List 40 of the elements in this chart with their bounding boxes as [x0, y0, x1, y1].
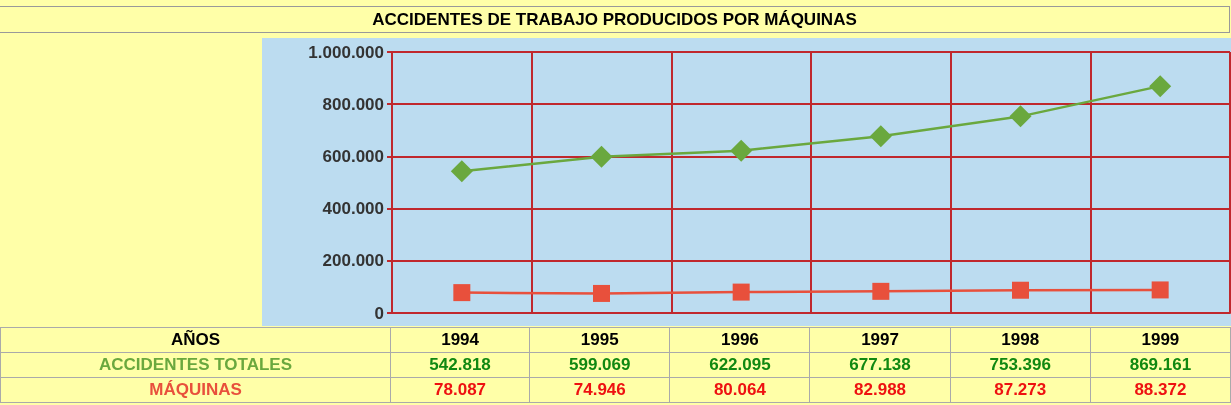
point [872, 282, 890, 300]
y-tick-label: 400.000 [322, 199, 384, 219]
y-tick-label: 1.000.000 [308, 42, 384, 62]
point [1012, 281, 1029, 299]
data-label: 599.069 [529, 352, 670, 378]
point [593, 284, 610, 302]
point [453, 284, 471, 302]
y-tick-label: 800.000 [322, 94, 384, 114]
data-label: 80.064 [669, 377, 810, 403]
text: AÑOS [0, 327, 391, 353]
data-label: 753.396 [950, 352, 1091, 378]
data-label: 74.946 [529, 377, 670, 403]
x-tick-label: 1994 [390, 327, 530, 353]
point [1149, 75, 1172, 98]
data-label: 87.273 [950, 377, 1091, 403]
x-tick-label: 1998 [950, 327, 1091, 353]
data-label: 78.087 [390, 377, 530, 403]
chart-title: ACCIDENTES DE TRABAJO PRODUCIDOS POR MÁQUINAS [0, 6, 1230, 33]
data-label: 88.372 [1090, 377, 1231, 403]
y-tick-label: 0 [374, 303, 384, 323]
text: MÁQUINAS [0, 377, 391, 403]
text: ACCIDENTES TOTALES [0, 352, 391, 378]
data-label: 542.818 [390, 352, 530, 378]
y-tick-label: 600.000 [322, 146, 384, 166]
point [590, 145, 613, 168]
data-label: 622.095 [669, 352, 810, 378]
x-tick-label: 1996 [669, 327, 810, 353]
data-label: 677.138 [809, 352, 951, 378]
x-tick-label: 1995 [529, 327, 670, 353]
data-label: 869.161 [1090, 352, 1231, 378]
point [869, 125, 892, 148]
data-label: 82.988 [809, 377, 951, 403]
y-tick-label: 200.000 [322, 251, 384, 271]
x-tick-label: 1999 [1090, 327, 1231, 353]
x-tick-label: 1997 [809, 327, 951, 353]
point [730, 139, 753, 162]
point [1151, 281, 1169, 299]
point [450, 160, 473, 183]
point [1009, 105, 1032, 128]
point [732, 283, 750, 301]
